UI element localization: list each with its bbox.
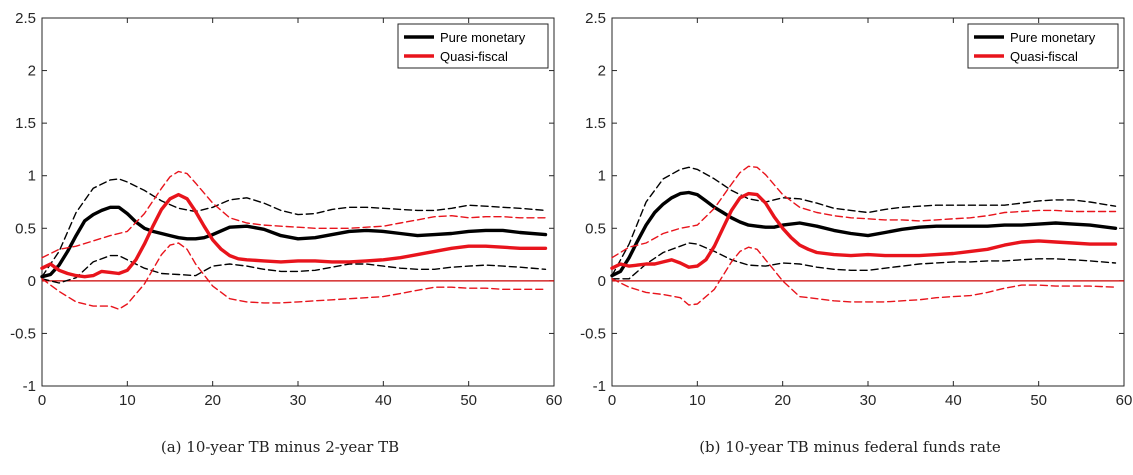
x-tick-label: 60: [546, 392, 563, 409]
y-tick-label: -1: [23, 378, 36, 395]
y-tick-label: 0.5: [15, 220, 36, 237]
y-tick-label: -0.5: [580, 325, 606, 342]
series-2-lower-band-line: [41, 254, 547, 284]
x-tick-label: 50: [1030, 392, 1047, 409]
x-tick-label: 0: [38, 392, 46, 409]
quasi-fiscal-point-line: [40, 192, 548, 279]
x-tick-label: 20: [774, 392, 791, 409]
series-4-upper-band-line: [611, 165, 1117, 259]
plot-area: [611, 17, 1125, 387]
y-tick-label: 2.5: [15, 10, 36, 27]
legend-label: Pure monetary: [440, 30, 526, 45]
y-tick-label: 1.5: [15, 115, 36, 132]
y-tick-label: 1.5: [585, 115, 606, 132]
pure-monetary-point-line: [610, 190, 1118, 278]
y-tick-label: 0: [28, 273, 36, 290]
plot-area: [41, 17, 555, 387]
x-tick-label: 30: [860, 392, 877, 409]
y-tick-label: -1: [593, 378, 606, 395]
x-tick-label: 0: [608, 392, 616, 409]
legend-box: [397, 23, 549, 69]
legend-label: Pure monetary: [1010, 30, 1096, 45]
series-5-lower-band-line: [611, 246, 1117, 306]
series-4-upper-band-line: [41, 170, 547, 259]
x-tick-label: 20: [204, 392, 221, 409]
y-tick-label: 0: [598, 273, 606, 290]
series-1-upper-band-line: [41, 178, 547, 278]
chart-panel-b: 0 10 20 30 40 50 60 -1 -0.5 0 0.5 1 1.5 2 2.5 Pure mone…: [570, 0, 1133, 475]
legend-label: Quasi-fiscal: [440, 49, 508, 64]
y-tick-label: 1: [28, 168, 36, 185]
x-tick-label: 10: [689, 392, 706, 409]
series-1-upper-band-line: [611, 166, 1117, 277]
x-tick-label: 60: [1116, 392, 1133, 409]
y-tick-label: 2.5: [585, 10, 606, 27]
y-tick-label: 0.5: [585, 220, 606, 237]
y-tick-label: -0.5: [10, 325, 36, 342]
y-tick-label: 1: [598, 168, 606, 185]
chart-b-caption: (b) 10-year TB minus federal funds rate: [699, 438, 1001, 456]
x-tick-label: 40: [375, 392, 392, 409]
series-5-lower-band-line: [41, 242, 547, 310]
chart-b-svg: 0 10 20 30 40 50 60 -1 -0.5 0 0.5 1 1.5 2 2.5 Pure mone…: [580, 10, 1133, 409]
chart-a-svg: 0 10 20 30 40 50 60 -1 -0.5 0 0.5 1 1.5 2 2.5 Pure mone…: [10, 10, 563, 409]
y-tick-label: 2: [28, 63, 36, 80]
x-tick-label: 30: [290, 392, 307, 409]
y-tick-label: 2: [598, 63, 606, 80]
chart-panel-a: 0 10 20 30 40 50 60 -1 -0.5 0 0.5 1 1.5 2 2.5 Pure mone…: [0, 0, 563, 475]
series-2-lower-band-line: [611, 242, 1117, 280]
legend-label: Quasi-fiscal: [1010, 49, 1078, 64]
x-tick-label: 10: [119, 392, 136, 409]
chart-a-caption: (a) 10-year TB minus 2-year TB: [160, 438, 400, 456]
quasi-fiscal-point-line: [610, 191, 1118, 270]
legend-box: [967, 23, 1119, 69]
x-tick-label: 40: [945, 392, 962, 409]
x-tick-label: 50: [460, 392, 477, 409]
